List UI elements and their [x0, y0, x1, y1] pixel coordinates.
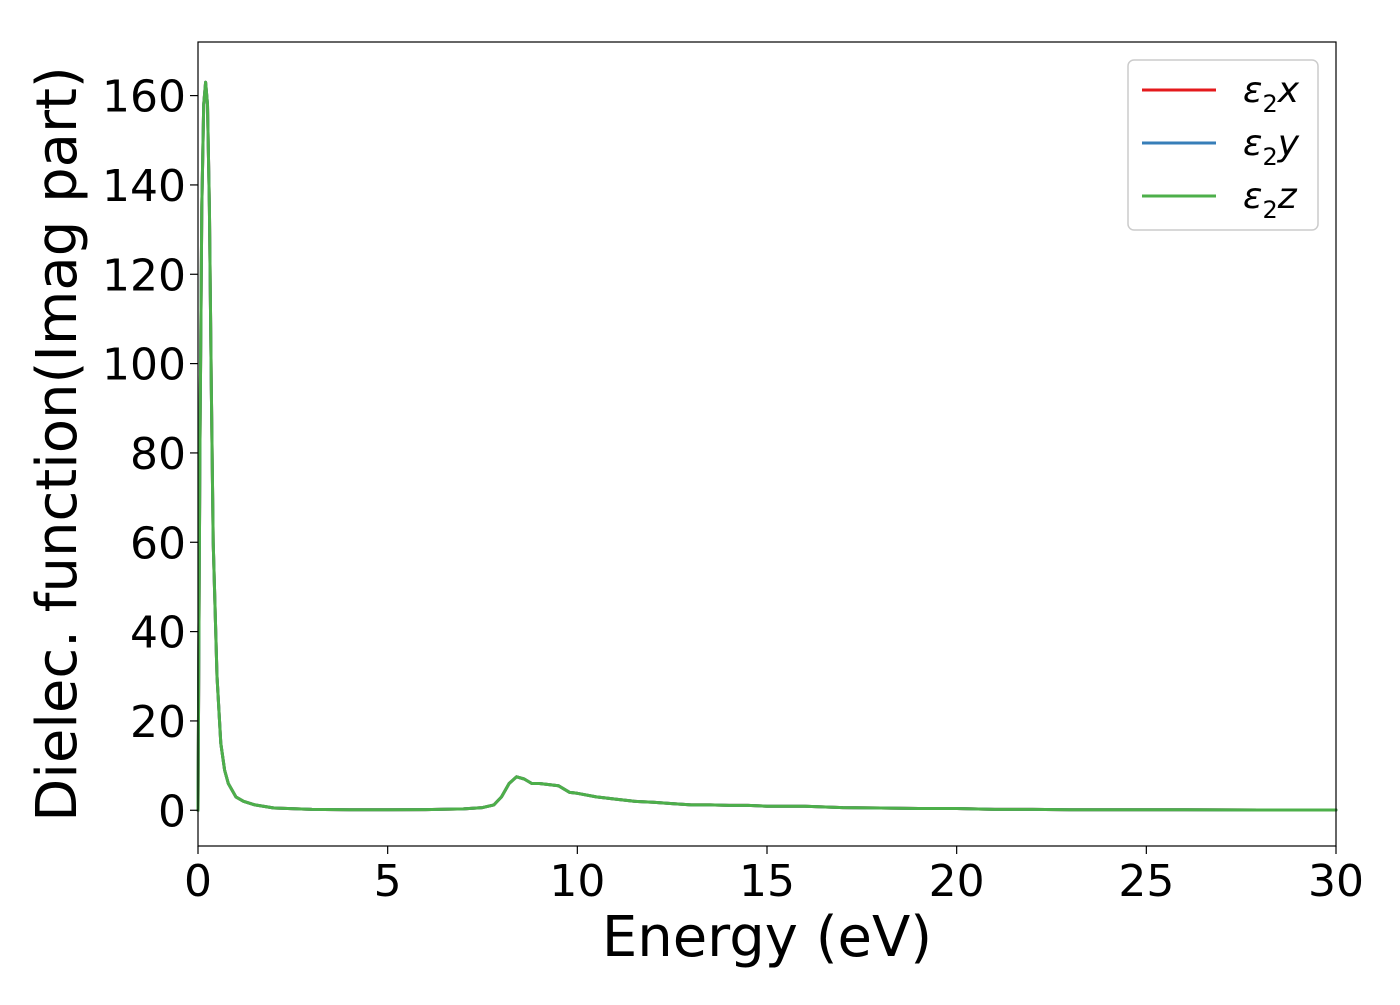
- x-tick-label: 0: [184, 856, 212, 907]
- legend: ε2x ε2y ε2z: [1127, 59, 1319, 231]
- y-tick-label: 100: [102, 340, 186, 391]
- y-tick-label: 0: [158, 786, 186, 837]
- y-axis-title: Dielec. function(Imag part): [25, 66, 90, 822]
- x-tick-label: 25: [1118, 856, 1174, 907]
- y-tick-label: 60: [130, 518, 186, 569]
- x-tick-label: 15: [739, 856, 795, 907]
- series-layer: [196, 80, 1338, 812]
- y-axis: 0 20 40 60 80 100 120 140 160: [102, 72, 198, 837]
- y-tick-label: 160: [102, 72, 186, 123]
- x-axis: 0 5 10 15 20 25 30: [184, 846, 1364, 907]
- x-tick-label: 20: [929, 856, 985, 907]
- legend-frame: [1127, 59, 1319, 231]
- y-tick-label: 40: [130, 608, 186, 659]
- y-tick-label: 140: [102, 161, 186, 212]
- legend-label-2: ε2y: [1243, 123, 1300, 171]
- legend-label-3: ε2z: [1243, 176, 1298, 224]
- y-tick-label: 80: [130, 429, 186, 480]
- y-tick-label: 120: [102, 250, 186, 301]
- x-axis-title: Energy (eV): [602, 905, 932, 970]
- series-line-3: [196, 80, 1338, 812]
- legend-label-1: ε2x: [1243, 70, 1300, 118]
- y-tick-label: 20: [130, 697, 186, 748]
- x-tick-label: 30: [1308, 856, 1364, 907]
- x-tick-label: 5: [374, 856, 402, 907]
- x-tick-label: 10: [549, 856, 605, 907]
